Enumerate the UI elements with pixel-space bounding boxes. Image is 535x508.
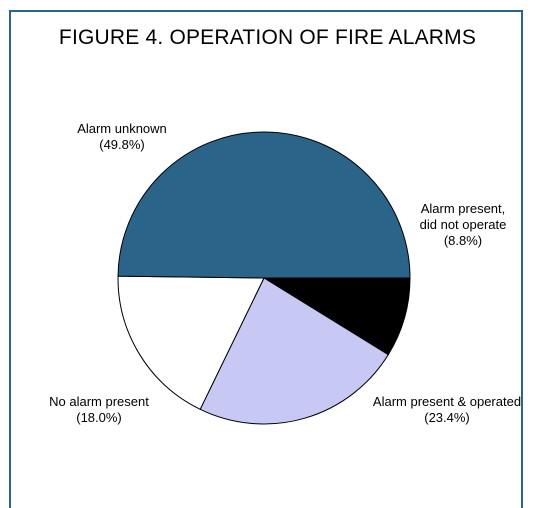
chart-title: FIGURE 4. OPERATION OF FIRE ALARMS xyxy=(58,26,477,49)
pie-slice-no-alarm-present xyxy=(117,275,265,410)
pie-slice-alarm-present-did-not-operate xyxy=(262,277,411,356)
slice-label-alarm-present-did-not-operate: Alarm present, did not operate (8.8%) xyxy=(420,201,507,248)
slice-label-no-alarm-present: No alarm present (18.0%) xyxy=(49,394,149,425)
chart-frame xyxy=(9,10,523,508)
slice-label-alarm-present-operated: Alarm present & operated (23.4%) xyxy=(373,394,521,425)
pie-slice-alarm-unknown xyxy=(117,131,411,279)
pie-slice-alarm-present-operated xyxy=(199,277,389,425)
slice-label-alarm-unknown: Alarm unknown (49.8%) xyxy=(77,121,167,152)
